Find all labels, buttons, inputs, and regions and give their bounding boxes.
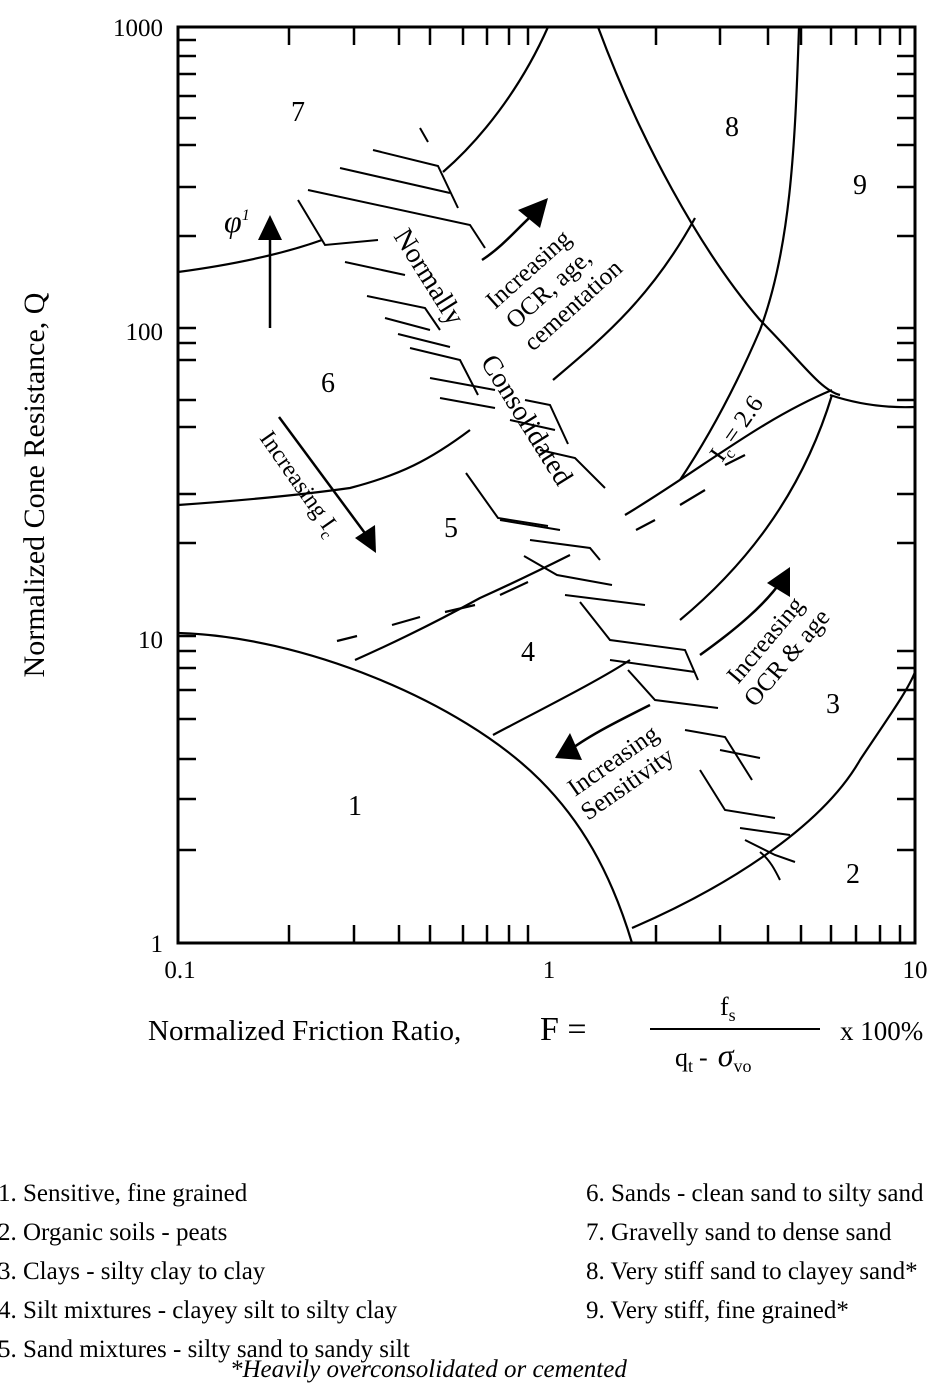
- zone-5-label: 5: [444, 513, 458, 544]
- legend-footnote: *Heavily overconsolidated or cemented: [230, 1356, 627, 1383]
- svg-text:10: 10: [903, 957, 928, 984]
- y-axis-title: Normalized Cone Resistance, Q: [18, 292, 51, 677]
- svg-text:0.1: 0.1: [164, 957, 195, 984]
- boundary-zone8-left: [596, 26, 841, 397]
- zone-8-label: 8: [725, 112, 739, 143]
- increasing-ocr-age-arrow-head: [767, 567, 790, 597]
- x-axis-title: Normalized Friction Ratio, F = fs qt - σvo…: [148, 992, 923, 1076]
- svg-text:qt-σvo: qt - σvo: [675, 1037, 751, 1076]
- zone-3-label: 3: [826, 689, 840, 720]
- boundary-zone3-lower: [679, 394, 834, 621]
- legend-item: 1. Sensitive, fine grained: [0, 1180, 248, 1207]
- phi-arrow-head: [258, 215, 282, 240]
- svg-text:1: 1: [543, 957, 556, 984]
- svg-text:1000: 1000: [113, 15, 163, 42]
- boundary-ocr-band-upper: [552, 217, 696, 381]
- legend-left: 1. Sensitive, fine grained 2. Organic so…: [0, 1174, 410, 1369]
- phi-label: φ1: [224, 203, 250, 239]
- increasing-ocr-age-label: Increasing OCR & age: [722, 591, 836, 711]
- legend-item: 9. Very stiff, fine grained*: [586, 1297, 849, 1324]
- legend-item: 7. Gravelly sand to dense sand: [586, 1219, 892, 1246]
- boundary-zone2: [631, 671, 917, 930]
- boundary-zone7b: [442, 26, 550, 173]
- svg-text:100: 100: [126, 319, 164, 346]
- ic-2-6-dashed-line: [336, 454, 746, 643]
- legend-item: 8. Very stiff sand to clayey sand*: [586, 1258, 918, 1285]
- x-axis-ticks-top: [287, 27, 902, 45]
- boundary-zone7: [177, 238, 323, 274]
- svg-text:fs: fs: [720, 992, 736, 1025]
- increasing-sensitivity-arrow-head: [555, 733, 582, 760]
- zone-2-label: 2: [846, 859, 860, 890]
- y-axis-ticks-left: [178, 38, 196, 852]
- y-axis-ticks-right: [897, 54, 915, 852]
- legend-right: 6. Sands - clean sand to silty sand 7. G…: [586, 1174, 923, 1330]
- svg-text:F =: F =: [540, 1011, 587, 1048]
- svg-text:x 100%: x 100%: [840, 1016, 923, 1046]
- boundary-zone4-3: [492, 659, 631, 736]
- legend-item: 4. Silt mixtures - clayey silt to silty …: [0, 1297, 398, 1324]
- legend-item: 6. Sands - clean sand to silty sand: [586, 1180, 924, 1207]
- legend-item: 3. Clays - silty clay to clay: [0, 1258, 266, 1285]
- nc-hatched-band: [297, 127, 796, 881]
- boundary-ocr-band-lower: [624, 388, 833, 516]
- zone-6-label: 6: [321, 368, 335, 399]
- x-axis-tick-labels: 0.1 1 10: [164, 957, 927, 984]
- legend-item: 2. Organic soils - peats: [0, 1219, 228, 1246]
- increasing-ic-arrow-head: [355, 525, 376, 553]
- plot-frame: [176, 25, 917, 945]
- boundary-zone8-right: [679, 26, 801, 481]
- boundary-zone9: [829, 393, 916, 409]
- zone-numbers: 1 2 3 4 5 6 7 8 9: [291, 97, 867, 890]
- boundary-zone6-5: [177, 429, 471, 507]
- x-axis-ticks-bottom: [287, 925, 902, 943]
- boundary-zone1: [177, 631, 634, 944]
- arrowheads: [258, 198, 790, 760]
- svg-text:1: 1: [151, 931, 164, 958]
- zone-boundaries: [177, 26, 917, 944]
- y-axis-tick-labels: 1000 100 10 1: [113, 15, 163, 958]
- zone-7-label: 7: [291, 97, 305, 128]
- zone-4-label: 4: [521, 637, 535, 668]
- zone-1-label: 1: [348, 791, 362, 822]
- zone-9-label: 9: [853, 170, 867, 201]
- increasing-ic-arrow-shaft: [277, 416, 372, 541]
- svg-text:Normalized Friction Ratio,: Normalized Friction Ratio,: [148, 1015, 461, 1047]
- increasing-sensitivity-arrow-shaft: [569, 703, 651, 752]
- increasing-sensitivity-label: Increasing Sensitivity: [563, 720, 680, 826]
- svg-text:10: 10: [138, 627, 163, 654]
- increasing-ocr-cem-arrow-head: [518, 198, 548, 228]
- boundary-zone5-4: [354, 554, 571, 662]
- legend-item: 5. Sand mixtures - silty sand to sandy s…: [0, 1336, 410, 1363]
